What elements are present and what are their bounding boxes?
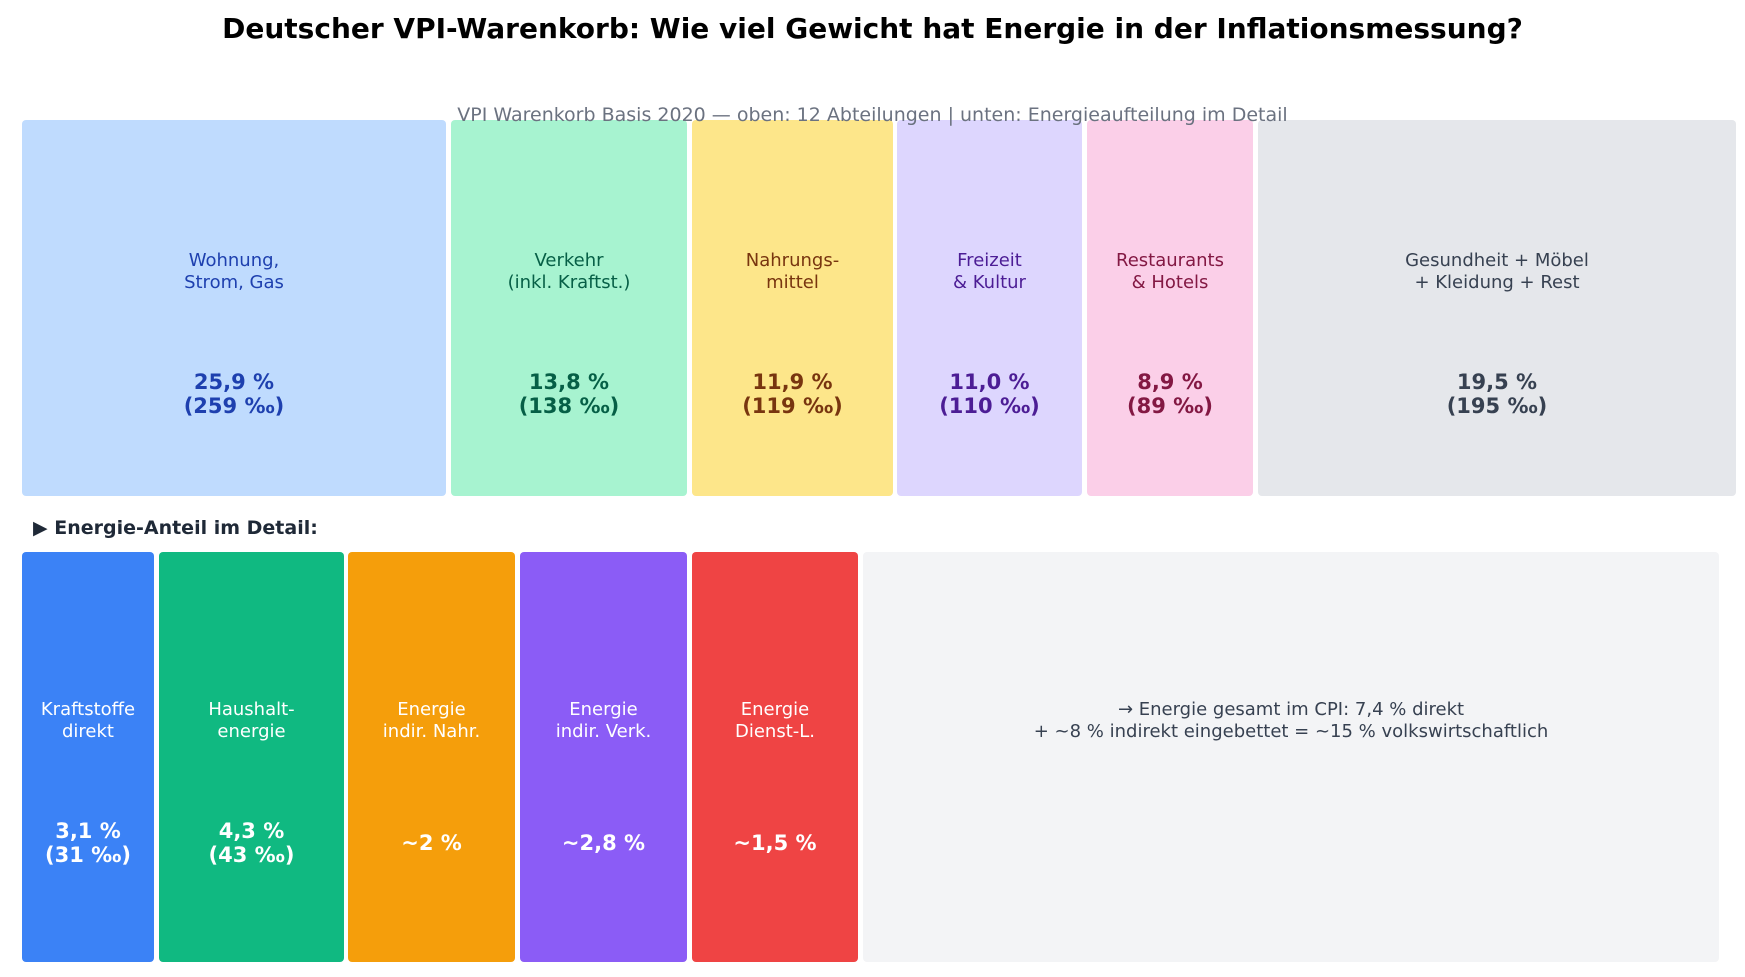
treemap-tile: Freizeit & Kultur 11,0 % (110 ‰) xyxy=(897,120,1082,496)
treemap-tile: Energie indir. Nahr. ~2 % xyxy=(348,552,515,962)
tile-label: Energie indir. Nahr. xyxy=(382,699,481,742)
tile-label: Freizeit & Kultur xyxy=(953,250,1026,293)
tile-label: Restaurants & Hotels xyxy=(1116,250,1224,293)
tile-value: 25,9 % (259 ‰) xyxy=(183,370,285,418)
treemap-tile: Restaurants & Hotels 8,9 % (89 ‰) xyxy=(1087,120,1253,496)
treemap-tile: Haushalt- energie 4,3 % (43 ‰) xyxy=(159,552,344,962)
tile-value: 4,3 % (43 ‰) xyxy=(208,819,295,867)
treemap-tile: Gesundheit + Möbel + Kleidung + Rest 19,5… xyxy=(1258,120,1736,496)
tile-value: 19,5 % (195 ‰) xyxy=(1446,370,1548,418)
treemap-tile: Kraftstoffe direkt 3,1 % (31 ‰) xyxy=(22,552,154,962)
tile-label: Energie indir. Verk. xyxy=(555,699,652,742)
tile-label: Kraftstoffe direkt xyxy=(40,699,136,742)
tile-value: 11,9 % (119 ‰) xyxy=(742,370,843,418)
tile-value: ~2,8 % xyxy=(561,831,646,855)
tile-label: Haushalt- energie xyxy=(208,699,295,742)
treemap-tile: Wohnung, Strom, Gas 25,9 % (259 ‰) xyxy=(22,120,446,496)
tile-label: Energie Dienst-L. xyxy=(734,699,816,742)
treemap-tile: Nahrungs- mittel 11,9 % (119 ‰) xyxy=(692,120,893,496)
treemap-tile: → Energie gesamt im CPI: 7,4 % direkt + … xyxy=(863,552,1719,962)
chart-title: Deutscher VPI-Warenkorb: Wie viel Gewich… xyxy=(222,12,1523,45)
treemap-tile: Energie Dienst-L. ~1,5 % xyxy=(692,552,858,962)
tile-value: 3,1 % (31 ‰) xyxy=(45,819,131,867)
tile-value: 13,8 % (138 ‰) xyxy=(518,370,620,418)
tile-label: Wohnung, Strom, Gas xyxy=(184,250,284,293)
chart-subtitle: VPI Warenkorb Basis 2020 — oben: 12 Abte… xyxy=(457,104,1288,126)
tile-label: Verkehr (inkl. Kraftst.) xyxy=(507,250,631,293)
treemap-tile: Verkehr (inkl. Kraftst.) 13,8 % (138 ‰) xyxy=(451,120,687,496)
tile-label: → Energie gesamt im CPI: 7,4 % direkt + … xyxy=(1033,699,1549,742)
tile-value: ~2 % xyxy=(401,831,462,855)
treemap-tile: Energie indir. Verk. ~2,8 % xyxy=(520,552,687,962)
tile-value: 8,9 % (89 ‰) xyxy=(1127,370,1213,418)
tile-label: Gesundheit + Möbel + Kleidung + Rest xyxy=(1405,250,1589,293)
tile-value: 11,0 % (110 ‰) xyxy=(939,370,1040,418)
tile-value: ~1,5 % xyxy=(733,831,817,855)
section-label: ▶ Energie-Anteil im Detail: xyxy=(33,517,318,539)
tile-label: Nahrungs- mittel xyxy=(745,250,840,293)
